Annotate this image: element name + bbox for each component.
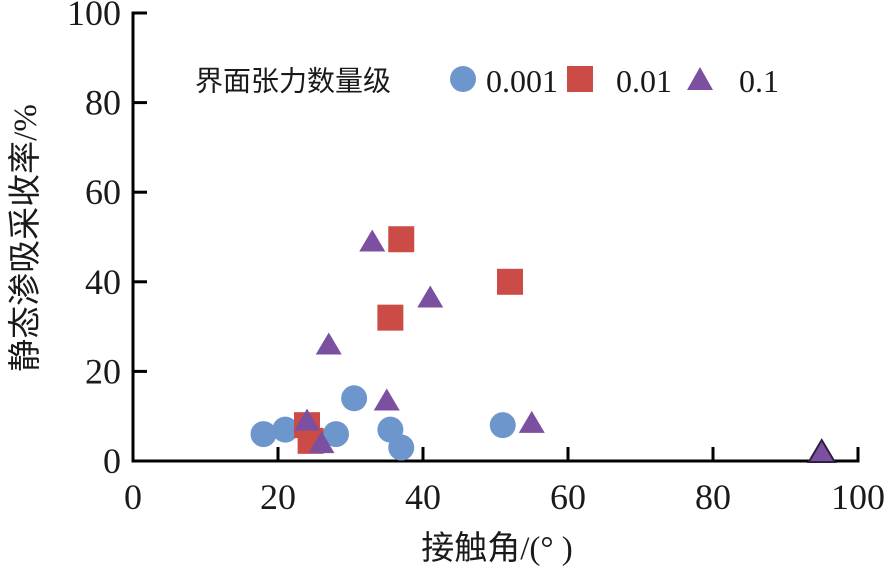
axes-frame	[131, 11, 860, 463]
legend-item-label: 0.001	[486, 63, 558, 99]
data-point-0.001	[388, 434, 415, 461]
y-axis-tick-label: 60	[85, 172, 121, 212]
data-point-0.001	[272, 416, 299, 443]
legend-triangle-icon	[687, 67, 713, 90]
data-point-0.1	[518, 410, 545, 433]
y-axis-tick-label: 100	[67, 0, 121, 33]
x-axis-tick-label: 40	[405, 477, 441, 517]
data-point-0.001	[323, 421, 349, 448]
legend-square-icon	[567, 66, 593, 92]
data-point-0.01	[497, 268, 523, 295]
x-axis-title: 接触角/(° )	[421, 530, 573, 567]
y-axis-tick-label: 40	[85, 262, 121, 302]
x-axis-tick-label: 80	[695, 477, 731, 517]
legend-circle-icon	[450, 66, 476, 92]
x-axis-tick-label: 20	[260, 477, 296, 517]
data-point-0.1	[294, 408, 320, 431]
data-point-0.1	[417, 285, 444, 308]
data-point-0.1	[308, 431, 335, 454]
y-axis-tick-label: 80	[85, 83, 121, 123]
y-axis-tick-label: 0	[103, 441, 121, 481]
data-point-0.1	[806, 438, 837, 464]
data-point-0.001	[489, 412, 516, 439]
x-axis-tick-label: 100	[831, 477, 885, 517]
legend-title: 界面张力数量级	[195, 66, 391, 98]
y-axis-title: 静态渗吸采收率/%	[7, 104, 44, 372]
y-axis-tick-label: 20	[85, 351, 121, 391]
data-point-0.001	[341, 385, 368, 412]
x-axis-tick-label: 0	[124, 477, 142, 517]
data-point-0.1	[373, 388, 400, 411]
data-point-0.001	[250, 421, 277, 448]
data-point-0.01	[377, 304, 404, 331]
data-point-0.1	[315, 332, 342, 355]
data-point-0.1	[359, 229, 386, 252]
legend-item-label: 0.01	[616, 63, 672, 99]
legend-item-label: 0.1	[739, 63, 779, 99]
data-point-0.01	[388, 226, 415, 253]
x-axis-tick-label: 60	[550, 477, 586, 517]
